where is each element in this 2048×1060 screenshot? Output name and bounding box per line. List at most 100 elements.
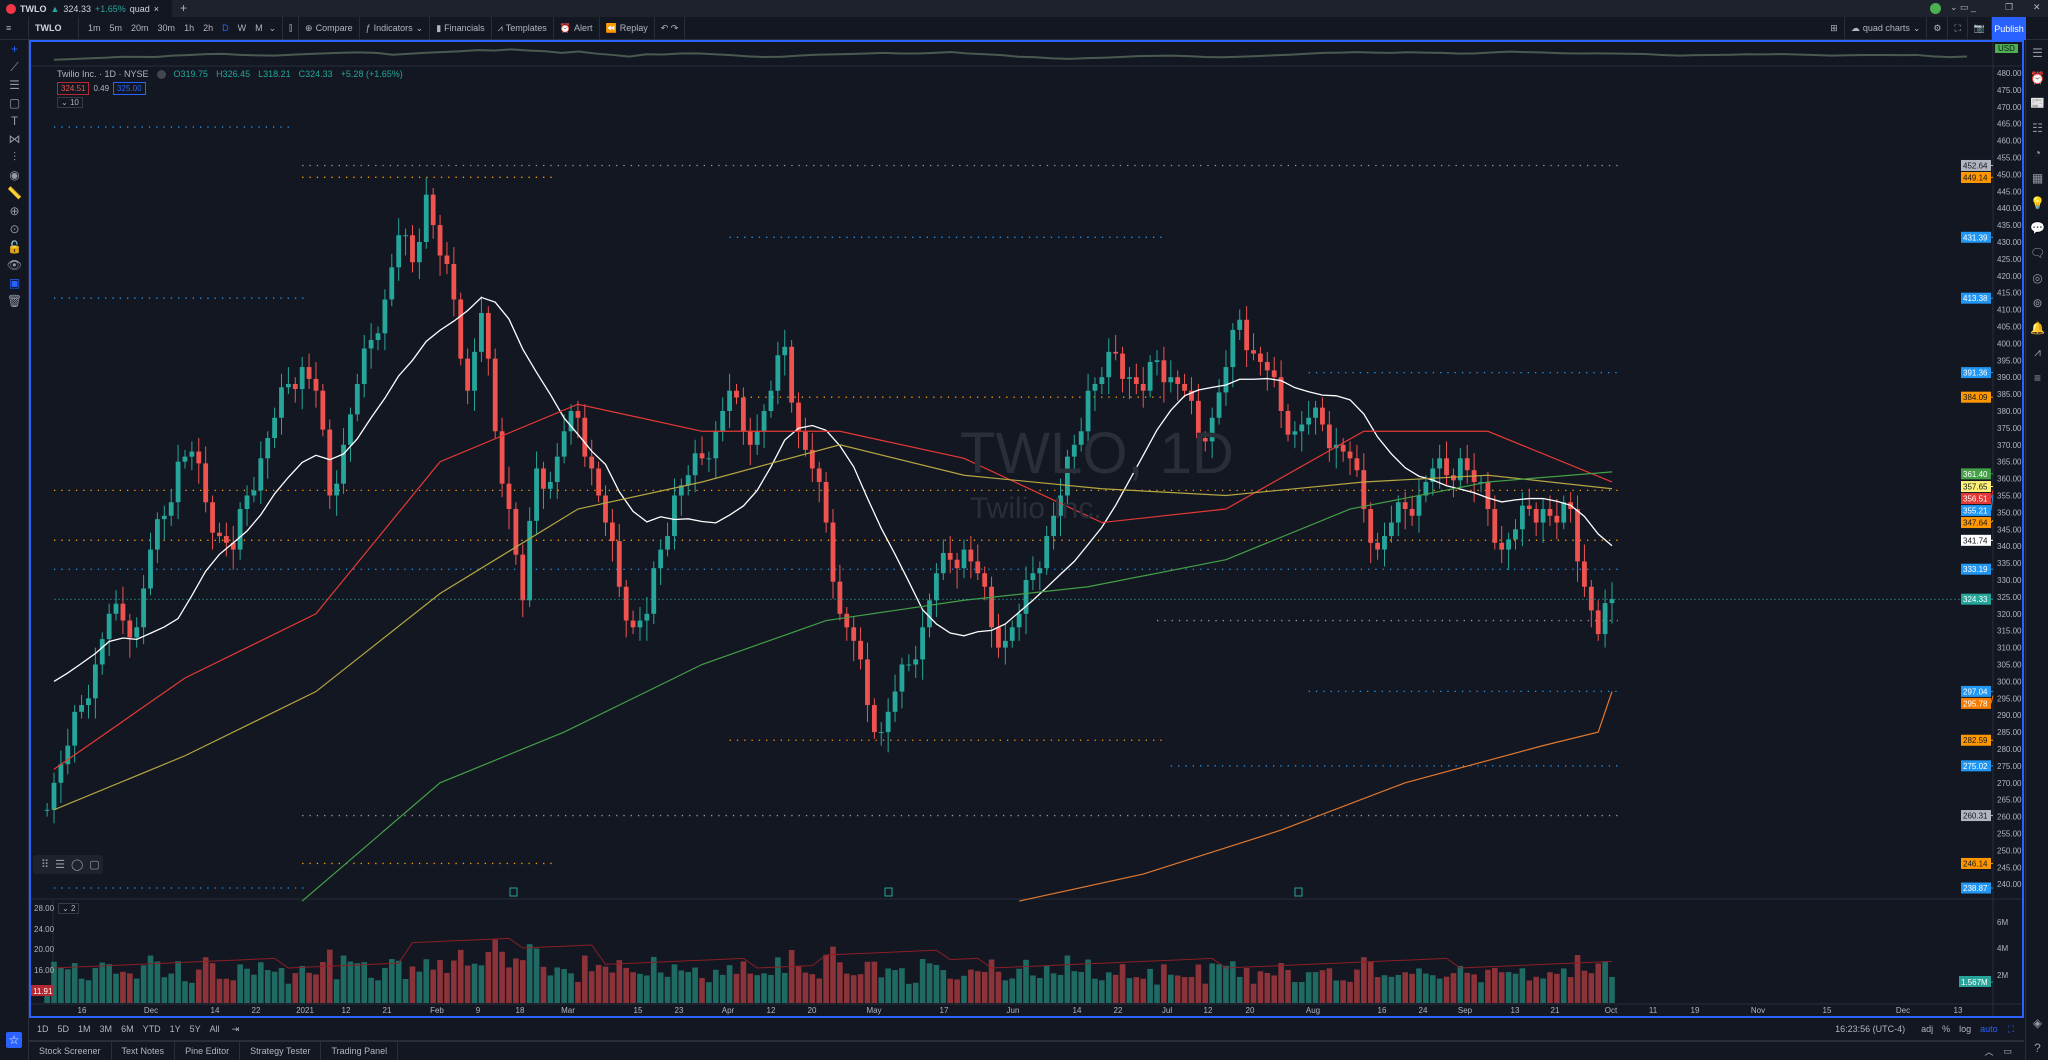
panel-tab-pine-editor[interactable]: Pine Editor [175, 1042, 241, 1060]
close-window-icon[interactable]: ✕ [2033, 2, 2041, 12]
timer-icon[interactable]: ◔ [2033, 145, 2042, 160]
panel-tab-trading-panel[interactable]: Trading Panel [321, 1042, 399, 1060]
help-icon[interactable]: ? [2034, 1040, 2041, 1055]
log-toggle[interactable]: log [1959, 1024, 1972, 1034]
chevron-up-icon[interactable]: ︿ [1984, 1046, 1994, 1057]
panel-tab-text-notes[interactable]: Text Notes [112, 1042, 176, 1060]
fit-screen-icon[interactable]: ⛶ [2007, 1023, 2014, 1034]
interval-30m[interactable]: 30m [157, 23, 176, 33]
hide-drawings-icon[interactable]: 👁 [6, 258, 23, 272]
rectangle-tool-icon[interactable]: ▢ [89, 859, 100, 871]
maximize-icon[interactable]: ❐ [2005, 2, 2014, 12]
streams-icon[interactable]: ◎ [2032, 270, 2043, 285]
financials-button[interactable]: ▮ Financials [430, 16, 492, 40]
range-5d[interactable]: 5D [57, 1024, 70, 1034]
interval-1h[interactable]: 1h [184, 23, 195, 33]
range-all[interactable]: All [209, 1024, 220, 1034]
chat-icon[interactable]: 💬 [2030, 220, 2045, 235]
magnet-icon[interactable]: ⊙ [9, 222, 20, 236]
notifications-bell-icon[interactable]: 🔔 [2030, 320, 2045, 335]
interval-W[interactable]: W [237, 23, 247, 33]
alerts-clock-icon[interactable]: ⏰ [2030, 70, 2045, 85]
trash-icon[interactable]: 🗑 [6, 294, 23, 308]
forecast-icon[interactable]: ⫶ [12, 149, 16, 164]
user-avatar[interactable] [1930, 3, 1941, 14]
interval-5m[interactable]: 5m [109, 23, 123, 33]
fib-icon[interactable]: ☰ [9, 78, 20, 92]
ellipse-icon[interactable]: ◯ [70, 859, 84, 871]
settings-gear-icon[interactable]: ⚙ [1927, 16, 1949, 40]
watchlist-icon[interactable]: ☰ [2032, 45, 2043, 60]
zoom-icon[interactable]: ⊕ [9, 204, 20, 218]
panel-tab-stock-screener[interactable]: Stock Screener [29, 1042, 112, 1060]
publish-button[interactable]: Publish [1992, 17, 2026, 40]
undo-button[interactable]: ↶ ↷ [655, 16, 686, 40]
calendar-icon[interactable]: ▦ [2031, 170, 2044, 185]
range-1d[interactable]: 1D [37, 1024, 49, 1034]
eye-toggle-icon[interactable] [156, 69, 166, 79]
percent-toggle[interactable]: % [1942, 1024, 1951, 1034]
volume-collapse-button[interactable]: ⌄ 2 [58, 903, 80, 914]
adj-toggle[interactable]: adj [1921, 1024, 1934, 1034]
new-tab-button[interactable]: + [180, 1, 188, 15]
chart-tab[interactable]: TWLO ▲ 324.33 +1.65% quad × [0, 0, 172, 17]
layout-grid-icon[interactable]: ⊞ [1824, 16, 1845, 40]
panel-tab-strategy-tester[interactable]: Strategy Tester [240, 1042, 322, 1060]
range-ytd[interactable]: YTD [142, 1024, 161, 1034]
chat-2-icon[interactable]: 🗨 [2029, 245, 2046, 260]
clock[interactable]: 16:23:56 (UTC-4) [1835, 1024, 1906, 1034]
replay-button[interactable]: ⏪ Replay [600, 16, 655, 40]
interval-2h[interactable]: 2h [203, 23, 214, 33]
interval-1m[interactable]: 1m [88, 23, 101, 33]
maximize-panel-icon[interactable]: ▭ [2003, 1045, 2012, 1056]
rectangle-icon[interactable]: ▢ [8, 96, 21, 110]
news-icon[interactable]: 📰 [2030, 95, 2045, 110]
candle-body [1133, 377, 1139, 384]
layers-icon[interactable]: ◈ [2032, 1015, 2043, 1030]
indicators-button[interactable]: ƒ Indicators ⌄ [360, 16, 431, 40]
eye-icon[interactable]: ◉ [9, 168, 20, 182]
drag-handle-icon[interactable]: ⠿ [41, 859, 50, 871]
ruler-icon[interactable]: 📏 [7, 186, 22, 200]
hotlist-icon[interactable]: ☷ [2032, 120, 2043, 135]
trading-icon[interactable]: ⩘ [2034, 345, 2041, 359]
range-5y[interactable]: 5Y [189, 1024, 201, 1034]
trend-line-icon[interactable]: ⟋ [10, 59, 19, 74]
ideas-bulb-icon[interactable]: 💡 [2030, 195, 2045, 210]
goto-date-icon[interactable]: ⇥ [231, 1023, 240, 1034]
candles-style-icon[interactable]: ⫿ [283, 16, 300, 40]
indicators-collapse-button[interactable]: ⌄ 10 [57, 97, 83, 108]
range-3m[interactable]: 3M [99, 1024, 113, 1034]
favorites-icon[interactable]: ▣ [8, 276, 21, 290]
sell-button[interactable]: 324.51 [57, 82, 90, 95]
fullscreen-icon[interactable]: ⛶ [1948, 16, 1968, 40]
minimize-icon[interactable]: ⌄ ▭ _ [1950, 2, 1977, 12]
interval-D[interactable]: D [222, 23, 229, 33]
menu-icon[interactable]: ≡ [0, 16, 29, 40]
compare-button[interactable]: ⊕ Compare [299, 16, 360, 40]
currency-selector[interactable]: USD [1995, 44, 2018, 53]
pattern-icon[interactable]: ⋈ [8, 132, 21, 146]
lines-icon[interactable]: ☰ [55, 859, 65, 871]
auto-toggle[interactable]: auto [1980, 1024, 1998, 1034]
lock-drawings-icon[interactable]: 🔓 [7, 240, 22, 254]
crosshair-icon[interactable]: + [10, 42, 18, 56]
text-icon[interactable]: T [10, 114, 19, 128]
star-icon[interactable]: ☆ [6, 1032, 22, 1048]
range-1y[interactable]: 1Y [169, 1024, 181, 1034]
symbol-search[interactable]: TWLO [29, 16, 79, 40]
chevron-down-icon[interactable]: ⌄ [268, 22, 277, 33]
close-tab-icon[interactable]: × [153, 3, 160, 14]
dom-icon[interactable]: ≡ [2033, 370, 2041, 385]
layout-name-button[interactable]: ☁ quad charts ⌄ [1845, 16, 1928, 40]
interval-20m[interactable]: 20m [131, 23, 149, 33]
templates-button[interactable]: ⩘ Templates [492, 16, 554, 40]
range-6m[interactable]: 6M [121, 1024, 134, 1034]
alert-button[interactable]: ⏰ Alert [554, 16, 600, 40]
broadcast-icon[interactable]: ⊚ [2032, 295, 2043, 310]
interval-M[interactable]: M [255, 23, 263, 33]
camera-icon[interactable]: 📷 [1968, 16, 1992, 40]
range-1m[interactable]: 1M [78, 1024, 91, 1034]
buy-button[interactable]: 325.00 [113, 82, 146, 95]
